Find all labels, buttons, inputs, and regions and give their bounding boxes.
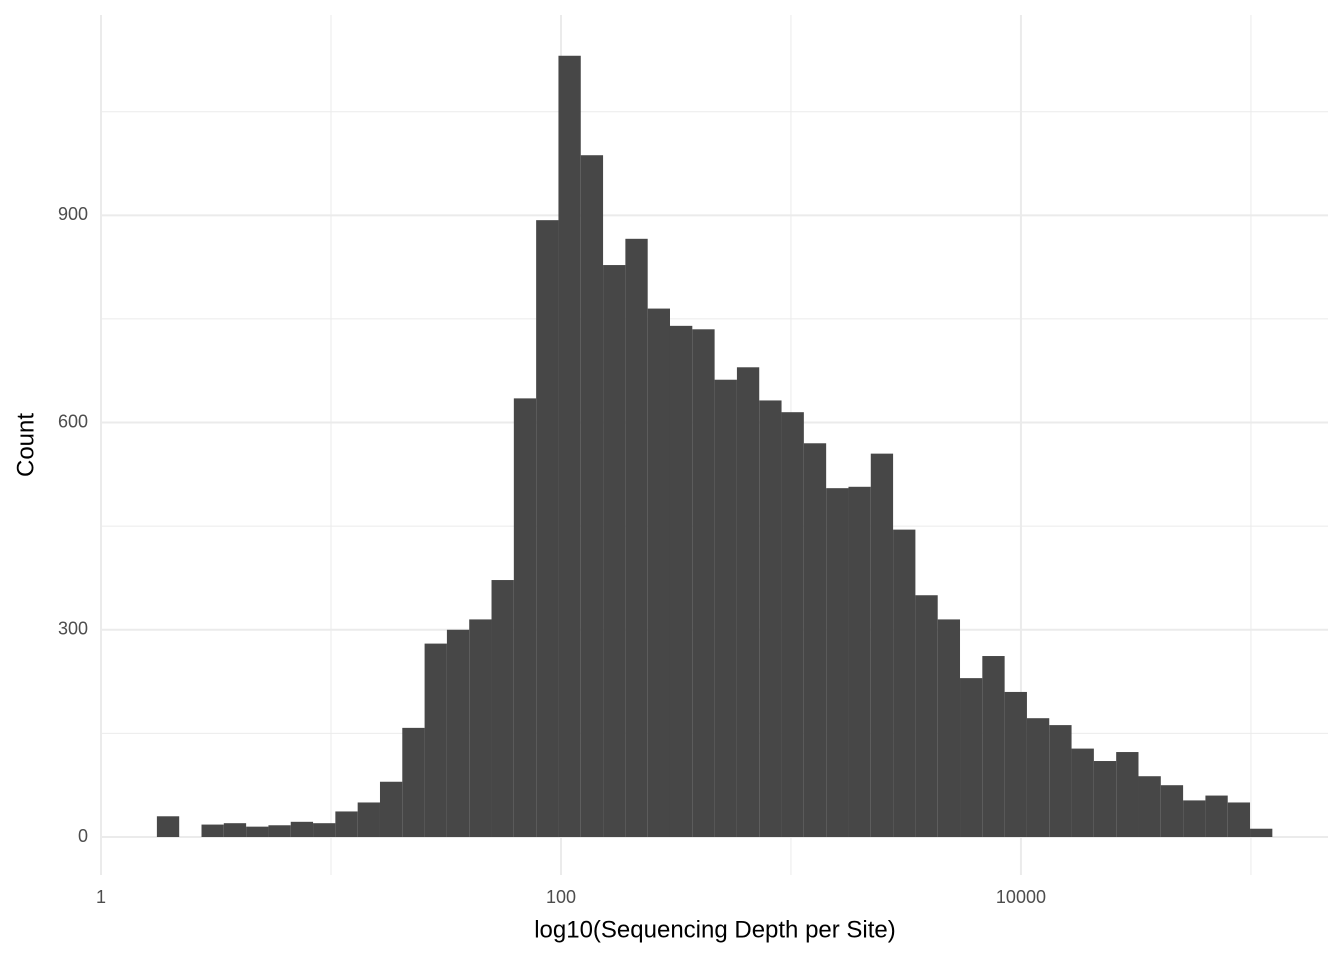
bar [669, 325, 693, 838]
bar [201, 824, 224, 838]
bar [937, 619, 961, 838]
bar [536, 220, 559, 838]
bar [335, 811, 358, 838]
bar [469, 619, 492, 838]
bar [156, 816, 180, 838]
bar [647, 308, 670, 838]
bar [915, 595, 938, 838]
bar [1138, 776, 1161, 838]
bar [759, 400, 782, 838]
y-tick-label: 0 [78, 826, 88, 846]
bar [1183, 800, 1206, 838]
bar [424, 643, 447, 838]
bar [848, 486, 871, 838]
bar [491, 580, 514, 838]
bar [603, 265, 626, 838]
x-tick-label: 1 [96, 887, 106, 907]
bar [379, 781, 403, 838]
bar [1116, 752, 1139, 838]
bar [223, 823, 247, 838]
bar [1026, 718, 1050, 838]
bar [313, 823, 336, 838]
bar [1071, 748, 1094, 838]
bar [803, 443, 827, 838]
bar [692, 329, 715, 838]
y-tick-label: 300 [58, 619, 88, 639]
x-axis-title: log10(Sequencing Depth per Site) [534, 916, 896, 943]
bar [268, 825, 291, 838]
bar [714, 379, 737, 838]
bar [246, 826, 269, 838]
bar [446, 629, 470, 838]
y-tick-label: 900 [58, 204, 88, 224]
bar [558, 55, 581, 838]
bar [960, 678, 983, 838]
bar [826, 488, 849, 838]
y-axis-title: Count [12, 413, 39, 477]
bar [870, 453, 894, 838]
bar [781, 412, 804, 838]
bar [1004, 691, 1027, 838]
bar [290, 821, 314, 838]
bar [357, 802, 380, 838]
bar [1093, 761, 1117, 838]
x-tick-label: 10000 [996, 887, 1046, 907]
bar [982, 656, 1005, 838]
bar [1250, 828, 1273, 838]
y-tick-label: 600 [58, 411, 88, 431]
bars [156, 55, 1273, 838]
bar [1205, 795, 1228, 838]
bar [1160, 785, 1184, 838]
bar [625, 238, 648, 838]
bar [893, 529, 916, 838]
bar [736, 367, 760, 838]
bar [580, 155, 604, 838]
bar [402, 727, 425, 838]
bar [513, 398, 537, 838]
x-tick-label: 100 [546, 887, 576, 907]
bar [1049, 725, 1072, 838]
bar [1227, 802, 1251, 838]
